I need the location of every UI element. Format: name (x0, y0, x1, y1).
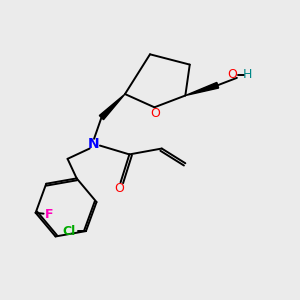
Text: O: O (150, 107, 160, 120)
Text: N: N (88, 137, 100, 151)
Text: O: O (227, 68, 237, 81)
Polygon shape (99, 94, 125, 120)
Text: F: F (45, 208, 54, 221)
Text: H: H (243, 68, 252, 81)
Text: O: O (114, 182, 124, 195)
Polygon shape (185, 82, 219, 95)
Text: Cl: Cl (62, 225, 76, 238)
